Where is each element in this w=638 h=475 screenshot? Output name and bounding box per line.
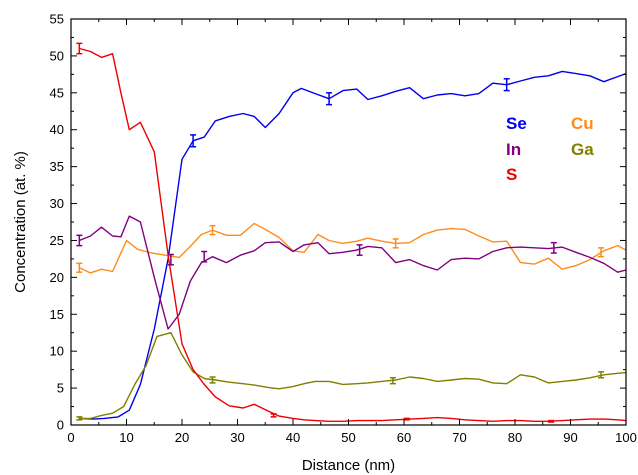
error-bar-ga [209,376,216,384]
error-bar-se [190,134,197,148]
error-bar-s [76,42,83,55]
legend-label-s: S [506,165,517,184]
error-bar-ga [389,377,396,385]
legend-label-cu: Cu [571,114,594,133]
error-bar-in [201,250,208,263]
series-line-in [79,215,627,330]
legend-label-in: In [506,140,521,159]
x-axis-title: Distance (nm) [302,457,395,474]
error-bar-se [503,78,510,92]
series-line-se [79,70,627,420]
error-bar-ga [76,416,83,421]
x-tick-label: 0 [67,430,74,445]
error-bar-in [76,234,83,247]
error-bar-cu [76,262,83,273]
y-tick-label: 0 [57,418,64,433]
legend-label-se: Se [506,114,527,133]
y-tick-label: 20 [50,270,64,285]
series-line-cu [79,222,627,274]
y-tick-label: 15 [50,307,64,322]
y-tick-label: 50 [50,48,64,63]
x-tick-label: 70 [452,430,466,445]
y-tick-label: 10 [50,344,64,359]
plot-frame [70,18,627,426]
error-bar-cu [209,224,216,236]
x-tick-label: 40 [286,430,300,445]
error-bar-s [270,413,277,418]
legend: Se Cu In Ga S [506,114,594,184]
x-tick-label: 90 [563,430,577,445]
y-tick-label: 55 [50,12,64,27]
y-tick-label: 5 [57,381,64,396]
y-tick-label: 30 [50,196,64,211]
error-bar-ga [598,371,605,379]
axes-layer: 0 10 20 30 40 50 60 70 80 90 100 0 5 10 15 20 25 30 35 40 45… [50,12,637,446]
series-line-s [79,47,627,422]
error-bar-se [326,92,333,106]
x-tick-label: 50 [341,430,355,445]
error-bar-in [167,253,174,266]
x-tick-label: 100 [615,430,637,445]
y-tick-label: 40 [50,122,64,137]
x-tick-label: 80 [508,430,522,445]
series-line-ga [79,332,627,420]
y-tick-label: 35 [50,159,64,174]
x-tick-label: 30 [230,430,244,445]
x-tick-label: 20 [175,430,189,445]
y-tick-label: 45 [50,85,64,100]
series-layer [79,47,627,422]
x-tick-label: 10 [119,430,133,445]
x-tick-label: 60 [397,430,411,445]
error-bar-in [356,244,363,256]
error-bar-layer [76,42,605,423]
y-axis-title: Concentration (at. %) [12,151,29,293]
y-tick-label: 25 [50,233,64,248]
error-bar-in [550,241,557,254]
legend-label-ga: Ga [571,140,594,159]
error-bar-cu [392,238,399,249]
error-bar-s [403,417,410,421]
error-bar-cu [598,247,605,258]
error-bar-s [548,419,555,423]
